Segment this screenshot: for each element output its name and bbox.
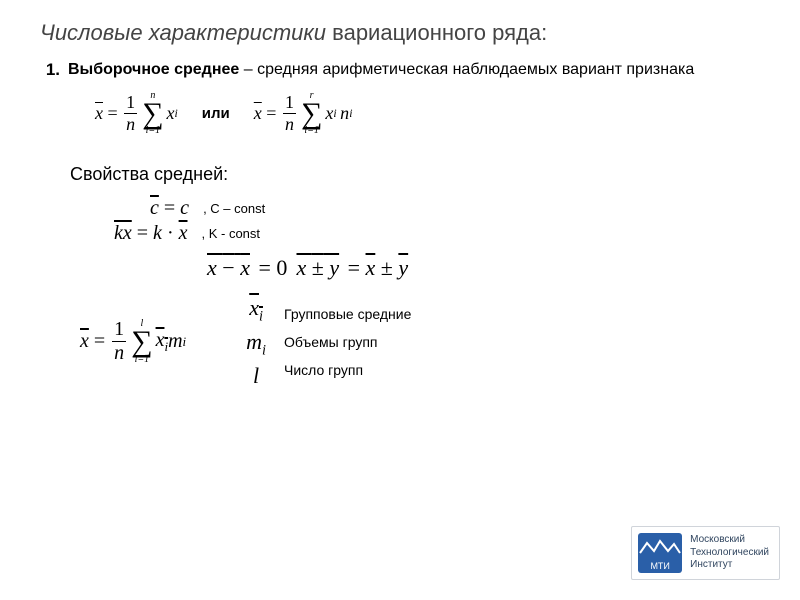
bottom-row: x = 1n l∑i=1 ximi xi mi l Групповые сред… <box>80 293 760 390</box>
mountain-icon <box>638 539 682 555</box>
formula-mean-1: x = 1n n∑i=1 xi <box>95 91 178 137</box>
prop-1: c = c , C – const <box>150 197 760 220</box>
list-rest: – средняя арифметическая наблюдаемых вар… <box>239 61 694 78</box>
or-label: или <box>202 105 230 122</box>
legend-symbols: xi mi l <box>246 293 266 390</box>
prop-4: x ± y = x ± y <box>294 255 409 281</box>
list-number: 1. <box>40 60 68 81</box>
logo-abbr: МТИ <box>638 561 682 571</box>
formula-mean-row: x = 1n n∑i=1 xi или x = 1n r∑i=1 xi ni <box>95 91 760 137</box>
prop-2: kx = k · x , K - const <box>114 222 760 245</box>
list-bold: Выборочное среднее <box>68 61 239 78</box>
section-properties: Свойства средней: <box>70 164 760 185</box>
legend-3: Число групп <box>284 356 411 384</box>
slide-title: Числовые характеристики вариационного ря… <box>40 20 760 46</box>
logo-badge: МТИ <box>638 533 682 573</box>
title-italic: Числовые характеристики <box>40 20 326 45</box>
formula-mean-2: x = 1n r∑i=1 xi ni <box>254 91 353 137</box>
logo-label: Московский Технологический Институт <box>690 534 769 572</box>
legend-2: Объемы групп <box>284 328 411 356</box>
legend-1: Групповые средние <box>284 300 411 328</box>
formula-group-mean: x = 1n l∑i=1 ximi <box>80 318 186 365</box>
list-text: Выборочное среднее – средняя арифметичес… <box>68 60 694 81</box>
legend: xi mi l Групповые средние Объемы групп Ч… <box>246 293 411 390</box>
institute-logo: МТИ Московский Технологический Институт <box>631 526 780 580</box>
title-rest: вариационного ряда: <box>326 20 547 45</box>
legend-labels: Групповые средние Объемы групп Число гру… <box>284 300 411 384</box>
properties-block: c = c , C – const kx = k · x , K - const <box>150 197 760 245</box>
prop-3: x − x = 0 <box>204 255 287 281</box>
center-formulas: x − x = 0 x ± y = x ± y <box>170 255 760 281</box>
prop-1-note: , C – const <box>203 201 265 216</box>
list-item-1: 1. Выборочное среднее – средняя арифмети… <box>40 60 760 81</box>
prop-2-note: , K - const <box>202 226 261 241</box>
